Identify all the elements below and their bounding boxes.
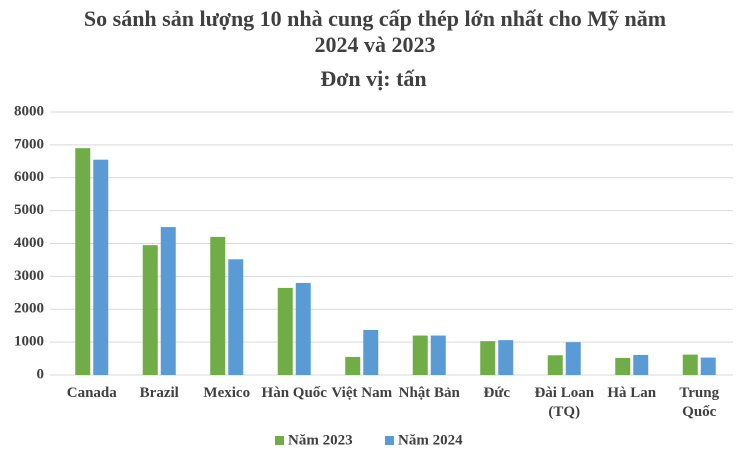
x-tick-label: Mexico — [203, 385, 251, 401]
bar — [277, 287, 293, 375]
bar — [682, 354, 698, 375]
bar — [633, 354, 649, 375]
bar — [430, 335, 446, 375]
bar — [700, 357, 716, 375]
chart-title: So sánh sản lượng 10 nhà cung cấp thép l… — [83, 6, 667, 57]
bar — [565, 342, 581, 375]
y-tick-label: 7000 — [14, 136, 44, 152]
x-tick-label: Brazil — [139, 385, 179, 401]
y-tick-label: 6000 — [14, 169, 44, 185]
bar — [480, 341, 496, 375]
x-tick-label: Trung Quốc — [679, 385, 720, 420]
bar — [142, 245, 158, 375]
y-tick-label: 5000 — [14, 202, 44, 218]
x-tick-label: Đài Loan (TQ) — [534, 385, 595, 420]
y-tick-label: 0 — [37, 366, 45, 382]
legend-label: Năm 2023 — [288, 432, 353, 448]
bar — [93, 159, 109, 375]
bar — [228, 259, 244, 375]
bar — [412, 335, 428, 375]
x-tick-label: Canada — [66, 385, 117, 401]
y-tick-label: 8000 — [14, 103, 44, 119]
bar — [615, 357, 631, 375]
bar — [210, 236, 226, 375]
bar — [363, 329, 379, 375]
bar — [160, 227, 176, 375]
bar — [547, 355, 563, 375]
x-tick-label: Nhật Bản — [398, 385, 460, 401]
y-tick-label: 1000 — [14, 334, 44, 350]
y-tick-label: 3000 — [14, 268, 44, 284]
bar — [345, 356, 361, 375]
legend-swatch — [275, 436, 284, 445]
bar — [498, 340, 514, 375]
y-tick-label: 2000 — [14, 301, 44, 317]
y-tick-label: 4000 — [14, 235, 44, 251]
x-tick-label: Hà Lan — [607, 385, 657, 401]
x-tick-label: Việt Nam — [331, 385, 393, 401]
bar — [295, 282, 311, 375]
x-tick-label: Đức — [483, 385, 511, 401]
legend-label: Năm 2024 — [398, 432, 463, 448]
bar — [75, 148, 91, 375]
chart-subtitle: Đơn vị: tấn — [320, 66, 427, 91]
legend-swatch — [385, 436, 394, 445]
x-tick-label: Hàn Quốc — [261, 385, 327, 401]
